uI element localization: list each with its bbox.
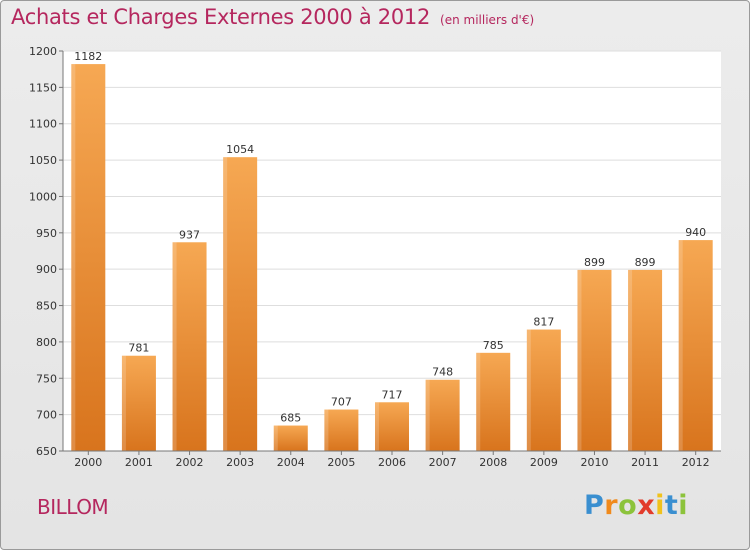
logo-letter: i (655, 490, 665, 521)
bar (526, 329, 561, 451)
bar-highlight (425, 379, 430, 451)
x-tick-label: 2012 (682, 456, 710, 469)
y-tick-label: 650 (36, 445, 57, 458)
data-label: 785 (483, 339, 504, 352)
y-tick-label: 700 (36, 409, 57, 422)
data-label: 685 (280, 412, 301, 425)
x-tick-label: 2006 (378, 456, 406, 469)
bar (476, 352, 511, 451)
data-label: 717 (382, 388, 403, 401)
x-tick-label: 2002 (176, 456, 204, 469)
x-tick-label: 2007 (429, 456, 457, 469)
logo-letter: x (637, 490, 656, 521)
bar-highlight (172, 242, 177, 451)
bar-highlight (273, 425, 278, 451)
proxiti-logo: Proxiti (584, 490, 688, 521)
bar-highlight (121, 355, 126, 451)
bar (71, 64, 106, 451)
chart-subtitle: (en milliers d'€) (440, 13, 535, 27)
logo-letter: i (678, 490, 689, 521)
bars: 1182 781 937 1054 685 707 717 748 785 817 899 899 94… (71, 50, 713, 451)
bar-highlight (577, 269, 582, 451)
data-label: 940 (685, 226, 706, 239)
bar (425, 379, 460, 451)
x-tick-label: 2004 (277, 456, 305, 469)
x-tick-label: 2000 (74, 456, 102, 469)
bar (223, 157, 258, 451)
bar (678, 240, 713, 451)
logo-letter: t (664, 490, 679, 521)
x-tick-label: 2009 (530, 456, 558, 469)
y-tick-label: 750 (36, 372, 57, 385)
bar-highlight (71, 64, 76, 451)
data-label: 748 (432, 366, 453, 379)
y-tick-label: 1050 (29, 154, 57, 167)
data-label: 899 (584, 256, 605, 269)
bar (577, 269, 612, 451)
bar-highlight (526, 329, 531, 451)
title-row: Achats et Charges Externes 2000 à 2012 (e… (11, 5, 534, 29)
data-label: 1054 (226, 143, 254, 156)
bar (324, 409, 359, 451)
data-label: 1182 (74, 50, 102, 63)
logo-letter: P (584, 490, 605, 521)
y-axis: 650 700 750 800 850 900 950 1000 1050 1100 1150 120… (29, 45, 64, 458)
y-tick-label: 1200 (29, 45, 57, 58)
y-tick-label: 1000 (29, 190, 57, 203)
logo-letter: r (604, 490, 619, 521)
bar-highlight (324, 409, 329, 451)
bar-highlight (628, 269, 633, 451)
y-tick-label: 900 (36, 263, 57, 276)
bar (172, 242, 207, 451)
bar-highlight (375, 402, 379, 451)
y-tick-label: 950 (36, 227, 57, 240)
x-tick-label: 2008 (479, 456, 507, 469)
bar (375, 402, 409, 451)
chart-title: Achats et Charges Externes 2000 à 2012 (11, 5, 431, 29)
bar (628, 269, 663, 451)
logo-letter: o (618, 490, 638, 521)
data-label: 937 (179, 228, 200, 241)
y-tick-label: 1100 (29, 118, 57, 131)
bar-highlight (223, 157, 228, 451)
bar-chart: 1182 781 937 1054 685 707 717 748 785 817 899 899 94… (29, 45, 721, 469)
x-tick-label: 2005 (327, 456, 355, 469)
bar (121, 355, 156, 451)
data-label: 817 (533, 316, 554, 329)
x-tick-label: 2001 (125, 456, 153, 469)
x-tick-label: 2003 (226, 456, 254, 469)
x-tick-label: 2010 (580, 456, 608, 469)
data-label: 781 (128, 342, 149, 355)
y-tick-label: 1150 (29, 81, 57, 94)
data-label: 707 (331, 396, 352, 409)
x-axis: 2000 2001 2002 2003 2004 2005 2006 2007 2008 2009… (63, 450, 721, 469)
data-label: 899 (635, 256, 656, 269)
bar-highlight (678, 240, 683, 451)
y-tick-label: 850 (36, 300, 57, 313)
commune-name: BILLOM (37, 495, 109, 519)
bar-highlight (476, 352, 481, 451)
x-tick-label: 2011 (631, 456, 659, 469)
bar (273, 425, 308, 451)
y-tick-label: 800 (36, 336, 57, 349)
